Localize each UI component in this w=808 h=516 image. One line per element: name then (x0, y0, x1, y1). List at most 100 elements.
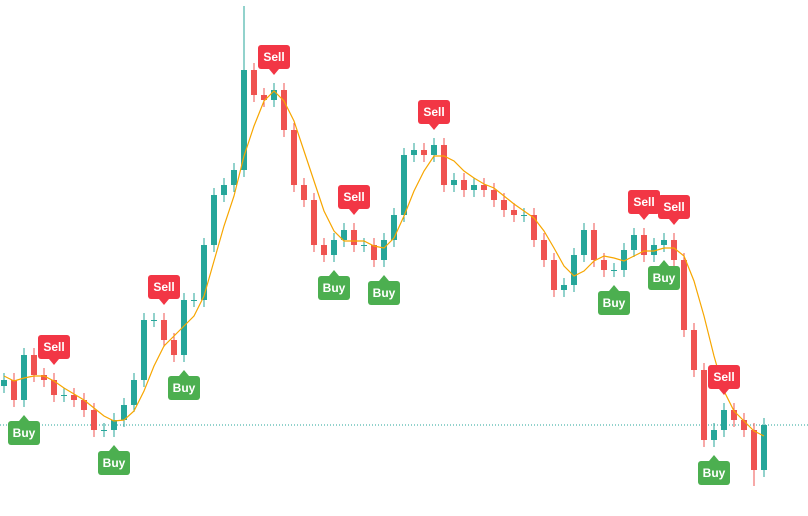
candle-body (761, 425, 767, 470)
signal-marker: Buy (368, 275, 400, 305)
signal-pointer (109, 445, 119, 451)
candle-body (321, 245, 327, 255)
candle-body (381, 240, 387, 260)
candle-body (581, 230, 587, 255)
signal-pointer (709, 455, 719, 461)
candle-body (151, 320, 157, 321)
candle-body (471, 185, 477, 190)
candle-body (291, 130, 297, 185)
signal-marker: Buy (8, 415, 40, 445)
candle-body (711, 430, 717, 440)
candle-body (741, 420, 747, 430)
signal-pointer (179, 370, 189, 376)
signal-pointer (19, 415, 29, 421)
candle-body (271, 90, 277, 100)
signal-pointer (639, 214, 649, 220)
candle-body (621, 250, 627, 270)
signal-box (8, 421, 40, 445)
candle-body (421, 150, 427, 155)
signal-pointer (329, 270, 339, 276)
candle-body (211, 195, 217, 245)
signal-label: Sell (343, 190, 364, 204)
candle-body (281, 90, 287, 130)
candle-body (11, 380, 17, 400)
candle-body (61, 395, 67, 396)
signal-pointer (269, 69, 279, 75)
candle-body (181, 300, 187, 355)
signal-pointer (609, 285, 619, 291)
signal-box (698, 461, 730, 485)
signal-marker: Sell (708, 365, 740, 395)
candle-body (641, 235, 647, 255)
signal-box (338, 185, 370, 209)
signal-label: Buy (103, 456, 126, 470)
candle-body (461, 180, 467, 190)
candle-body (511, 210, 517, 215)
candle-body (51, 380, 57, 395)
signal-marker: Buy (698, 455, 730, 485)
candle-body (561, 285, 567, 290)
signal-label: Buy (323, 281, 346, 295)
candle-body (691, 330, 697, 370)
candle-body (71, 395, 77, 400)
candle-body (611, 270, 617, 271)
candle-body (681, 260, 687, 330)
candle-body (391, 215, 397, 240)
candle-body (191, 300, 197, 301)
candle-body (261, 95, 267, 100)
candle-body (251, 70, 257, 95)
signal-box (648, 266, 680, 290)
signal-marker: Sell (418, 100, 450, 130)
candle-body (231, 170, 237, 185)
signal-marker: Buy (168, 370, 200, 400)
moving-average (3, 90, 765, 437)
candle-body (601, 260, 607, 270)
candle-body (91, 410, 97, 430)
candle-body (351, 230, 357, 245)
candle-body (571, 255, 577, 285)
signal-box (598, 291, 630, 315)
signal-box (318, 276, 350, 300)
candle-body (661, 240, 667, 245)
candle-body (131, 380, 137, 405)
candle-body (651, 245, 657, 255)
signal-label: Buy (603, 296, 626, 310)
candle-body (521, 215, 527, 216)
candle-body (591, 230, 597, 260)
candle-body (531, 215, 537, 240)
candle-body (221, 185, 227, 195)
signal-box (258, 45, 290, 69)
signal-pointer (659, 260, 669, 266)
signal-pointer (349, 209, 359, 215)
candle-body (701, 370, 707, 440)
signal-pointer (49, 359, 59, 365)
candle-body (171, 340, 177, 355)
signal-label: Sell (633, 195, 654, 209)
signal-pointer (159, 299, 169, 305)
signal-box (418, 100, 450, 124)
signal-label: Sell (663, 200, 684, 214)
signal-label: Sell (153, 280, 174, 294)
candle-body (481, 185, 487, 190)
candle-body (31, 355, 37, 375)
candle-body (141, 320, 147, 380)
candle-body (311, 200, 317, 245)
candle-body (401, 155, 407, 215)
signal-label: Sell (263, 50, 284, 64)
signal-label: Buy (373, 286, 396, 300)
signal-pointer (669, 219, 679, 225)
candle-body (101, 430, 107, 431)
candle-body (411, 150, 417, 155)
candle-body (111, 420, 117, 430)
signal-label: Sell (713, 370, 734, 384)
signal-pointer (379, 275, 389, 281)
candle-body (721, 410, 727, 430)
candle-body (431, 145, 437, 155)
signal-marker: Sell (38, 335, 70, 365)
candle-body (731, 410, 737, 420)
candle-body (331, 240, 337, 255)
signal-label: Buy (703, 466, 726, 480)
candle-body (491, 190, 497, 200)
signal-marker: Sell (338, 185, 370, 215)
